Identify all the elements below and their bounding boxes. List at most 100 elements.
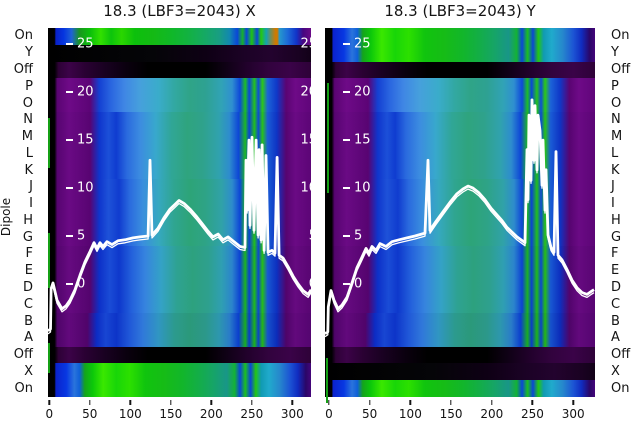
x-tick-label: 250 (521, 407, 544, 421)
x-tick-mark (48, 400, 50, 405)
row-label-y-left: Y (25, 45, 33, 61)
row-label-x-left: X (24, 363, 33, 379)
heatmap-row (48, 128, 311, 146)
row-label-k-right: K (611, 162, 620, 178)
panel-title-y: 18.3 (LBF3=2043) Y (384, 2, 536, 20)
overlay-tick-dash (343, 187, 350, 190)
xaxis-X: 0 50 100 150 200 250 300 (45, 398, 311, 426)
heatmap-row (48, 145, 311, 163)
heatmap-row (325, 44, 595, 62)
row-label-n-right: N (611, 112, 621, 128)
heatmap-row (325, 380, 595, 397)
x-tick-label: 0 (325, 407, 333, 421)
row-label-d-right: D (611, 280, 622, 295)
heatmap-row (48, 28, 311, 45)
heatmap-row (48, 262, 311, 280)
edge-artifact (326, 358, 328, 403)
heatmap-row (48, 296, 311, 314)
overlay-tick-label: 10 (354, 180, 371, 196)
heatmap-row (325, 78, 595, 96)
overlay-tick-dash (66, 187, 73, 190)
overlay-tick-dash (343, 282, 350, 285)
x-tick-label: 200 (480, 407, 504, 421)
row-label-c-right: C (611, 296, 621, 312)
row-label-j-right: J (611, 179, 615, 195)
heatmap-row (48, 329, 311, 347)
row-label-on-right: On (611, 28, 630, 44)
x-tick-label: 200 (199, 407, 223, 421)
row-label-p-left: P (25, 78, 33, 94)
panel-X: 25 25 20 20 15 15 10 10 5 5 0 0 (47, 28, 317, 397)
row-label-on-left: On (14, 380, 33, 396)
row-label-f-left: F (25, 246, 33, 262)
overlay-tick-dash (66, 282, 73, 285)
row-label-off-left: Off (13, 61, 33, 77)
overlay-tick-label: 20 (354, 84, 371, 100)
heatmap-row (48, 111, 311, 129)
overlay-tick-dash (66, 43, 73, 46)
row-label-off-right: Off (611, 61, 631, 77)
overlay-tick-label: 5 (77, 228, 86, 244)
heatmap-row (325, 61, 595, 79)
overlay-curve (47, 135, 313, 335)
overlay-curve (324, 98, 595, 338)
x-tick-label: 150 (439, 407, 463, 421)
row-label-off-right: Off (611, 347, 631, 363)
row-label-i-left: I (29, 196, 33, 212)
x-tick-mark (450, 400, 452, 405)
overlay-tick-label-right: 25 (300, 36, 317, 52)
heatmap-row (48, 380, 311, 397)
heatmap-row (48, 279, 311, 297)
overlay-tick-label-right: 20 (300, 84, 317, 100)
edge-artifact (327, 83, 329, 193)
panel-title-x: 18.3 (LBF3=2043) X (103, 2, 256, 20)
row-label-h-right: H (611, 212, 621, 228)
xaxis-Y: 0 50 100 150 200 250 300 (325, 398, 595, 426)
heatmap-row (325, 346, 595, 364)
row-labels-right: On Y Off P O N M L K J I H G F E D C B A Off X On (611, 28, 640, 397)
overlay-tick-dash (66, 91, 73, 94)
overlay-tick-dash (343, 234, 350, 237)
x-tick-label: 150 (159, 407, 183, 421)
row-label-on-right: On (611, 380, 630, 396)
overlay-tick-label: 15 (354, 132, 371, 148)
x-tick-label: 300 (561, 407, 585, 421)
heatmap-row (325, 363, 595, 381)
heatmap-row (325, 212, 595, 230)
row-label-g-right: G (611, 229, 622, 245)
row-label-e-left: E (24, 263, 33, 279)
x-tick-mark (291, 400, 294, 405)
row-label-c-left: C (23, 296, 33, 312)
x-tick-mark (368, 400, 371, 405)
overlay-tick-label: 20 (77, 84, 94, 100)
row-label-l-right: L (611, 145, 619, 161)
x-tick-label: 50 (82, 407, 98, 421)
edge-artifact (48, 343, 50, 373)
heatmap-row (325, 95, 595, 112)
row-label-off-left: Off (13, 347, 33, 363)
row-label-e-right: E (611, 263, 620, 279)
x-tick-label: 100 (398, 407, 422, 421)
overlay-tick-label: 15 (77, 132, 94, 148)
row-label-y-right: Y (611, 45, 619, 61)
overlay-tick-label-right: 0 (308, 276, 317, 292)
x-tick-label: 100 (118, 407, 142, 421)
overlay-tick-label: 25 (77, 36, 94, 52)
heatmap-row (325, 296, 595, 314)
panel-Y: 25 20 15 10 5 0 (324, 28, 595, 403)
x-tick-label: 50 (362, 407, 378, 421)
row-labels-left: On Y Off P O N M L K J I H G F E D C B A Off X On (0, 28, 33, 397)
x-tick-label: 300 (280, 407, 304, 421)
row-label-g-left: G (22, 229, 33, 245)
overlay-tick-label: 5 (354, 228, 363, 244)
heatmap-row (325, 28, 595, 45)
row-label-a-right: A (611, 330, 620, 346)
heatmap-row (48, 78, 311, 96)
heatmap-row (48, 363, 311, 381)
x-tick-label: 0 (45, 407, 54, 421)
heatmap-row (325, 313, 595, 330)
overlay-tick-label: 0 (77, 276, 86, 292)
row-label-l-left: L (25, 145, 33, 161)
heatmap-row (48, 313, 311, 330)
row-label-m-right: M (611, 129, 623, 144)
